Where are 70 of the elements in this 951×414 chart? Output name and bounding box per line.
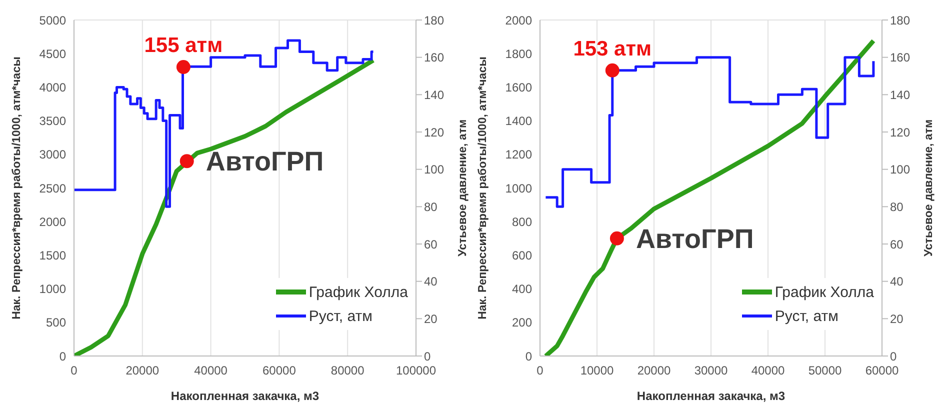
x-tick-label: 100000: [396, 364, 436, 378]
y-tick-label: 4000: [39, 80, 66, 94]
x-tick-label: 0: [536, 364, 544, 378]
annotation: АвтоГРП: [636, 224, 754, 254]
y-tick-label: 5000: [39, 13, 66, 28]
y-tick-label: 3500: [39, 114, 66, 128]
line-series: [543, 38, 876, 356]
y2-tick-label: 120: [890, 125, 910, 140]
y2-tick-label: 20: [890, 312, 904, 326]
legend-label: Руст, атм: [308, 308, 372, 324]
x-tick-label: 20000: [637, 364, 672, 378]
y-tick-label: 1400: [505, 114, 532, 128]
y2-tick-label: 140: [424, 88, 444, 102]
y-tick-label: 600: [512, 248, 532, 262]
y2-tick-label: 0: [424, 349, 431, 364]
x-tick-label: 20000: [126, 364, 160, 378]
y2-tick-label: 80: [424, 200, 438, 214]
y-tick-label: 1000: [505, 181, 532, 196]
x-tick-label: 80000: [330, 364, 365, 378]
y-tick-label: 3000: [39, 148, 66, 162]
y-axis-title: Нак. Репрессия*время работы/1000, атм*часы: [477, 56, 490, 320]
y-tick-label: 1600: [505, 80, 532, 94]
y-tick-label: 1200: [505, 148, 532, 162]
x-tick-label: 10000: [580, 364, 614, 378]
y-tick-label: 500: [46, 316, 66, 330]
x-tick-label: 0: [70, 364, 78, 378]
x-tick-label: 60000: [865, 364, 900, 378]
legend-label: Руст, атм: [774, 308, 838, 324]
y2-tick-label: 40: [424, 274, 438, 289]
y2-axis-title: Устьевое давление, атм: [923, 120, 936, 256]
y2-tick-label: 0: [890, 349, 897, 364]
y2-tick-label: 100: [890, 162, 910, 177]
y-tick-label: 200: [512, 316, 532, 330]
annotation: 155 атм: [144, 34, 223, 58]
legend-label: График Холла: [308, 284, 408, 300]
y-tick-label: 2000: [505, 13, 532, 28]
y2-tick-label: 120: [424, 125, 444, 140]
y-tick-label: 0: [59, 349, 66, 364]
y2-tick-label: 180: [424, 13, 444, 28]
y-axis-title: Нак. Репрессия*время работы/1000, атм*часы: [11, 56, 24, 320]
x-tick-label: 60000: [262, 364, 296, 378]
y2-tick-label: 80: [890, 200, 904, 214]
y-tick-label: 2500: [39, 181, 66, 196]
y2-axis-title: Устьевое давление, атм: [457, 120, 470, 256]
y-tick-label: 0: [525, 349, 532, 364]
annotation: АвтоГРП: [206, 146, 324, 177]
x-tick-label: 40000: [751, 364, 786, 378]
y-tick-label: 2000: [39, 214, 66, 229]
y2-tick-label: 160: [890, 50, 910, 65]
x-tick-label: 40000: [194, 364, 228, 378]
legend-label: График Холла: [774, 284, 874, 300]
y2-tick-label: 160: [424, 50, 444, 65]
y2-tick-label: 180: [890, 13, 910, 28]
x-axis-title: Накопленная закачка, м3: [636, 389, 786, 403]
y2-tick-label: 20: [424, 312, 438, 326]
annotation: 153 атм: [573, 37, 652, 60]
y2-tick-label: 40: [890, 274, 904, 289]
y-tick-label: 1000: [39, 282, 66, 296]
y-tick-label: 800: [512, 214, 532, 229]
y2-tick-label: 60: [890, 237, 904, 252]
y-tick-label: 1500: [39, 248, 66, 262]
y2-tick-label: 140: [890, 88, 910, 102]
x-axis-title: Накопленная закачка, м3: [170, 389, 320, 403]
x-tick-label: 30000: [694, 364, 728, 378]
y2-tick-label: 60: [424, 237, 438, 252]
y-tick-label: 400: [512, 282, 532, 296]
y-tick-label: 4500: [39, 46, 66, 61]
y2-tick-label: 100: [424, 162, 444, 177]
y-tick-label: 1800: [505, 46, 532, 61]
x-tick-label: 50000: [808, 364, 842, 378]
